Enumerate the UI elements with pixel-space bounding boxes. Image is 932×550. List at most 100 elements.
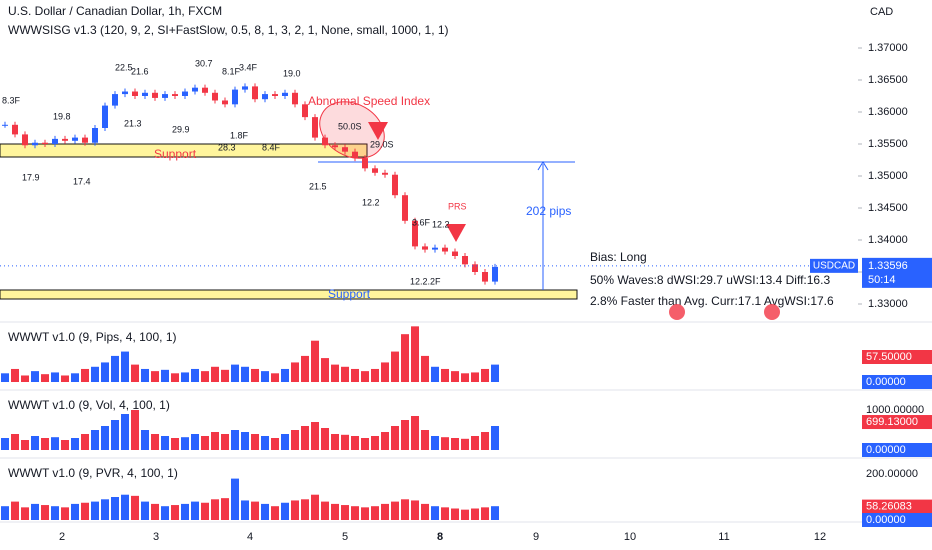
histogram-bar	[131, 495, 139, 520]
wave-label: 3.6F	[412, 217, 431, 227]
event-icon[interactable]	[764, 304, 780, 320]
candle-body	[92, 128, 98, 143]
histogram-bar	[171, 373, 179, 382]
histogram-bar	[481, 507, 489, 520]
time-label: 5	[342, 531, 348, 543]
histogram-bar	[191, 434, 199, 450]
wave-label: 28.3	[218, 142, 236, 152]
candle-body	[262, 94, 268, 100]
histogram-bar	[371, 368, 379, 382]
histogram-bar	[491, 426, 499, 450]
histogram-bar	[311, 422, 319, 450]
candle-body	[462, 256, 468, 265]
candle-body	[412, 220, 418, 247]
candle-body	[82, 137, 88, 143]
histogram-bar	[261, 436, 269, 450]
histogram-bar	[371, 436, 379, 450]
candle-body	[122, 91, 128, 95]
histogram-bar	[121, 351, 129, 382]
candle-body	[142, 92, 148, 96]
panes: WWWT v1.0 (9, Pips, 4, 100, 1) 57.50000 0.…	[1, 326, 932, 527]
candle-body	[52, 138, 58, 144]
histogram-bar	[271, 438, 279, 450]
wave-label: 29.9	[172, 124, 190, 134]
candle-body	[342, 147, 348, 152]
candle-body	[312, 117, 318, 138]
pane-title: WWWT v1.0 (9, PVR, 4, 100, 1)	[8, 466, 178, 480]
histogram-bar	[441, 437, 449, 450]
histogram-bar	[51, 506, 59, 520]
histogram-bar	[161, 436, 169, 450]
histogram-bar	[11, 368, 19, 382]
candle-body	[482, 272, 488, 282]
histogram-bar	[21, 375, 29, 382]
histogram-bar	[471, 508, 479, 520]
histogram-bar	[1, 373, 9, 382]
candle-body	[162, 94, 168, 98]
price-label: 1.33000	[868, 298, 908, 310]
histogram-bar	[351, 368, 359, 382]
event-icon[interactable]	[669, 304, 685, 320]
histogram-bar	[461, 373, 469, 382]
histogram-bar	[11, 434, 19, 450]
candle-body	[292, 92, 298, 105]
candle-body	[442, 247, 448, 252]
measure-arrow	[537, 161, 549, 171]
price-label: 1.36000	[868, 106, 908, 118]
candle-body	[72, 137, 78, 141]
candle-body	[372, 168, 378, 173]
wave-label: 22.5	[115, 62, 133, 72]
signal-triangle	[368, 122, 388, 140]
candle-body	[432, 247, 438, 250]
candle-body	[222, 100, 228, 105]
symbol-label: USDCAD	[813, 260, 855, 271]
histogram-bar	[231, 364, 239, 382]
histogram-bar	[161, 369, 169, 382]
histogram-bar	[421, 355, 429, 382]
wave-labels: 8.3F 19.8 17.9 17.4 22.5 21.6 21.3 30.7 …	[2, 58, 450, 286]
histogram-bar	[471, 436, 479, 450]
histogram-bar	[431, 436, 439, 450]
histogram-bar	[401, 334, 409, 382]
histogram-bar	[71, 438, 79, 450]
histogram-bar	[481, 368, 489, 382]
histogram-bar	[251, 501, 259, 520]
time-label: 11	[718, 531, 729, 543]
histogram-bar	[291, 500, 299, 520]
histogram-bar	[71, 373, 79, 382]
histogram-bar	[101, 426, 109, 450]
pane-current: 699.13000	[866, 416, 918, 428]
histogram-bar	[431, 506, 439, 520]
histogram-bar	[491, 364, 499, 382]
histogram-bar	[31, 371, 39, 382]
speed-ellipse	[319, 101, 385, 159]
histogram-bar	[81, 434, 89, 450]
histogram-bar	[1, 438, 9, 450]
histogram-bar	[221, 434, 229, 450]
histogram-bar	[491, 506, 499, 520]
histogram-bar	[61, 375, 69, 382]
histogram-bar	[381, 432, 389, 450]
histogram-bar	[211, 499, 219, 520]
histogram-bar	[281, 434, 289, 450]
histogram-bar	[211, 432, 219, 450]
histogram-bar	[91, 430, 99, 450]
pane-title: WWWT v1.0 (9, Pips, 4, 100, 1)	[8, 330, 177, 344]
candle-body	[352, 151, 358, 159]
wave-label: 19.8	[53, 111, 71, 121]
pane-current: 58.26083	[866, 501, 912, 513]
faster-info: 2.8% Faster than Avg. Curr:17.1 AvgWSI:1…	[590, 294, 834, 308]
candle-body	[392, 174, 398, 196]
histogram-bar	[111, 420, 119, 450]
histogram-bar	[161, 506, 169, 520]
indicator-label: WWWSISG v1.3 (120, 9, 2, SI+FastSlow, 0.…	[8, 23, 449, 37]
histogram-bar	[181, 437, 189, 450]
histogram-bar	[121, 494, 129, 520]
histogram-bar	[251, 368, 259, 382]
price-tag	[862, 257, 932, 288]
candle-body	[242, 86, 248, 90]
wave-label: 17.9	[22, 172, 40, 182]
histogram-bar	[411, 416, 419, 450]
histogram-bar	[101, 362, 109, 382]
